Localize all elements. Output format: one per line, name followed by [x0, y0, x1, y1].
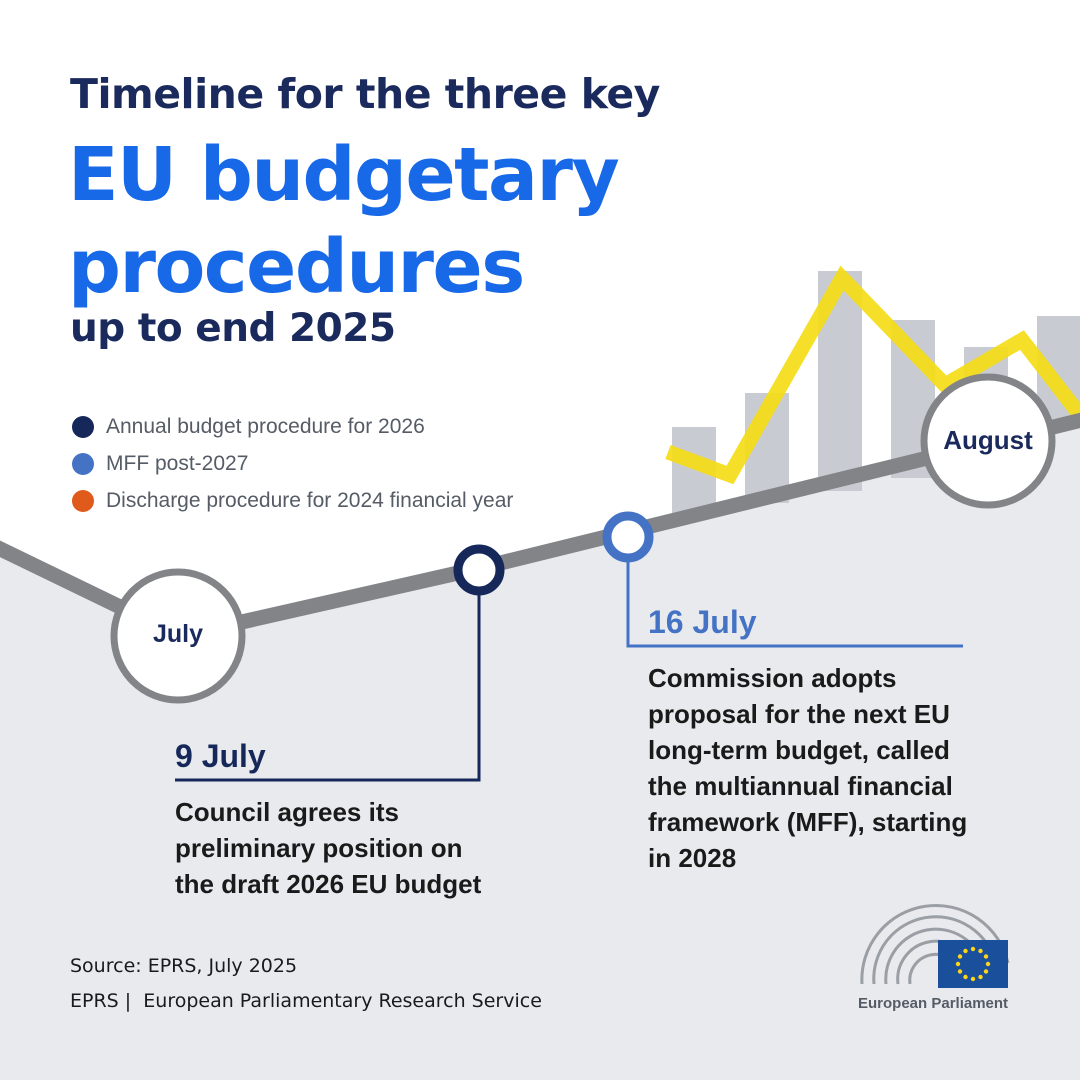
legend-item-mff: MFF post-2027 — [72, 449, 248, 479]
month-label-july: July — [152, 620, 204, 648]
eu-star-icon — [978, 948, 983, 954]
month-label-august: August — [943, 425, 1033, 455]
legend-item-discharge: Discharge procedure for 2024 financial y… — [72, 486, 513, 516]
ep-logo — [860, 904, 1010, 988]
eu-star-icon — [970, 946, 976, 952]
eu-star-icon — [957, 954, 963, 959]
legend-label: Annual budget procedure for 2026 — [106, 415, 425, 438]
event-marker-16-july — [602, 511, 654, 563]
event-date-9-july: 9 July — [175, 738, 266, 774]
accent-zigzag-line — [665, 265, 1080, 485]
month-node-august — [920, 373, 1056, 509]
connector-16-july — [626, 537, 963, 648]
event-description-9-july: Council agrees its preliminary position … — [175, 797, 482, 899]
title-line-3: procedures — [68, 224, 525, 310]
title-line-4: up to end 2025 — [70, 306, 396, 351]
lower-background — [0, 424, 1080, 1080]
legend-label: MFF post-2027 — [106, 452, 249, 475]
footer-prefix: EPRS | — [70, 990, 132, 1012]
eu-star-icon — [978, 974, 983, 980]
eu-star-icon — [955, 961, 961, 967]
eu-star-icon — [983, 954, 989, 959]
event-marker-9-july — [453, 544, 505, 596]
event-date-16-july: 16 July — [648, 604, 757, 640]
source-note: Source: EPRS, July 2025 — [70, 955, 298, 977]
legend-dot-icon — [72, 416, 94, 438]
eu-stars-icon — [955, 946, 991, 982]
connector-9-july — [175, 570, 481, 782]
eu-star-icon — [963, 974, 968, 980]
title-line-2: EU budgetary — [68, 132, 620, 218]
month-node-july — [110, 568, 246, 704]
legend-label: Discharge procedure for 2024 financial y… — [106, 489, 514, 512]
ep-logo-text: European Parliament — [858, 995, 1009, 1012]
event-description-16-july: Commission adopts proposal for the next … — [648, 663, 968, 873]
footer: EPRS | European Parliamentary Research S… — [70, 990, 542, 1012]
footer-name: European Parliamentary Research Service — [143, 990, 542, 1012]
title-line-1: Timeline for the three key — [70, 70, 660, 118]
timeline-path — [0, 412, 1080, 644]
eu-star-icon — [957, 969, 963, 974]
legend-dot-icon — [72, 490, 94, 512]
eu-star-icon — [985, 961, 991, 967]
eu-star-icon — [963, 948, 968, 954]
legend-dot-icon — [72, 453, 94, 475]
eu-star-icon — [970, 976, 976, 982]
eu-star-icon — [983, 969, 989, 974]
legend-item-annual-budget: Annual budget procedure for 2026 — [72, 412, 425, 442]
